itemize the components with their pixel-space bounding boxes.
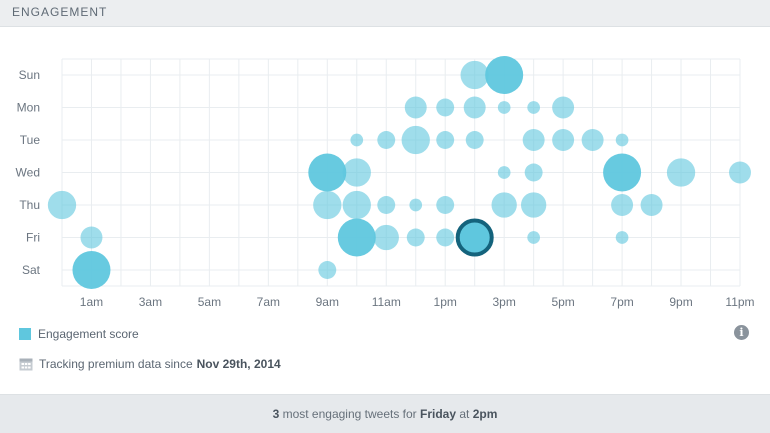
footer-text: most engaging tweets for [282, 407, 417, 421]
data-bubble-highlighted [455, 218, 494, 257]
x-tick-label: 9pm [669, 295, 692, 309]
tracking-date: Nov 29th, 2014 [196, 357, 281, 371]
data-bubble [404, 96, 427, 119]
section-title: ENGAGEMENT [12, 5, 108, 19]
data-bubble [497, 166, 511, 179]
y-tick-label: Thu [19, 198, 40, 212]
data-bubble [401, 125, 430, 155]
x-tick-label: 3pm [493, 295, 516, 309]
footer-summary: 3 most engaging tweets for Friday at 2pm [0, 394, 770, 433]
data-bubble [409, 198, 423, 212]
data-bubble [527, 231, 540, 244]
legend-swatch [19, 328, 31, 340]
data-bubble [611, 194, 634, 216]
data-bubble [581, 129, 604, 151]
x-tick-label: 7am [257, 295, 280, 309]
data-bubble [342, 158, 371, 187]
x-tick-label: 5am [198, 295, 221, 309]
footer-time: 2pm [472, 407, 498, 421]
data-bubble [318, 261, 337, 279]
data-bubble [615, 231, 629, 244]
data-bubble [313, 190, 342, 220]
data-bubble [406, 228, 425, 247]
footer-at: at [459, 407, 470, 421]
y-tick-label: Fri [26, 231, 40, 245]
data-bubble [497, 101, 511, 114]
y-tick-label: Sat [22, 263, 41, 277]
tracking-note: Tracking premium data since Nov 29th, 20… [19, 357, 281, 371]
data-bubble [72, 251, 111, 289]
x-tick-label: 7pm [610, 295, 633, 309]
data-bubble [485, 56, 524, 94]
x-tick-label: 9am [316, 295, 339, 309]
x-tick-label: 5pm [551, 295, 574, 309]
data-bubble [520, 192, 547, 218]
data-bubble [460, 60, 489, 90]
data-bubble [491, 192, 517, 218]
x-tick-label: 11am [372, 295, 401, 309]
data-bubble [436, 131, 455, 149]
data-bubble [615, 133, 629, 147]
data-bubble [640, 194, 663, 216]
data-bubble [527, 101, 540, 114]
data-bubble [465, 131, 484, 149]
data-bubble [463, 96, 486, 119]
data-bubble [308, 153, 347, 192]
tracking-text: Tracking premium data since [39, 357, 193, 371]
data-bubble [524, 163, 543, 182]
data-bubble [80, 226, 103, 249]
x-tick-label: 1pm [434, 295, 457, 309]
data-bubble [377, 131, 396, 149]
info-icon[interactable]: i [734, 325, 749, 340]
x-tick-label: 1am [80, 295, 103, 309]
data-bubble [342, 190, 371, 220]
y-tick-label: Mon [17, 101, 40, 115]
x-tick-label: 11pm [725, 295, 754, 309]
data-bubble [603, 153, 642, 192]
engagement-bubble-chart: Sun Mon Tue Wed Thu Fri Sat 1am 3am 5am 7am 9am 11am… [16, 56, 755, 309]
x-tick-label: 3am [139, 295, 162, 309]
data-bubble [350, 133, 364, 147]
data-bubble [729, 161, 751, 184]
data-bubble [436, 228, 455, 247]
footer-day: Friday [420, 407, 457, 421]
legend-label: Engagement score [38, 327, 139, 341]
y-tick-label: Sun [19, 68, 40, 82]
data-bubble [377, 196, 396, 214]
y-tick-label: Tue [20, 133, 41, 147]
chart-legend: Engagement score [19, 327, 139, 341]
data-bubble [666, 158, 696, 187]
section-header: ENGAGEMENT [0, 0, 770, 27]
data-bubble [552, 96, 575, 119]
data-bubble [337, 218, 376, 257]
footer-count: 3 [272, 407, 280, 421]
data-bubble [373, 224, 399, 251]
calendar-icon [19, 358, 33, 371]
y-tick-label: Wed [16, 166, 40, 180]
data-bubble [522, 129, 545, 151]
data-bubble [47, 190, 77, 220]
data-bubble [436, 98, 455, 117]
data-bubble [436, 196, 455, 214]
data-bubble [552, 129, 575, 151]
